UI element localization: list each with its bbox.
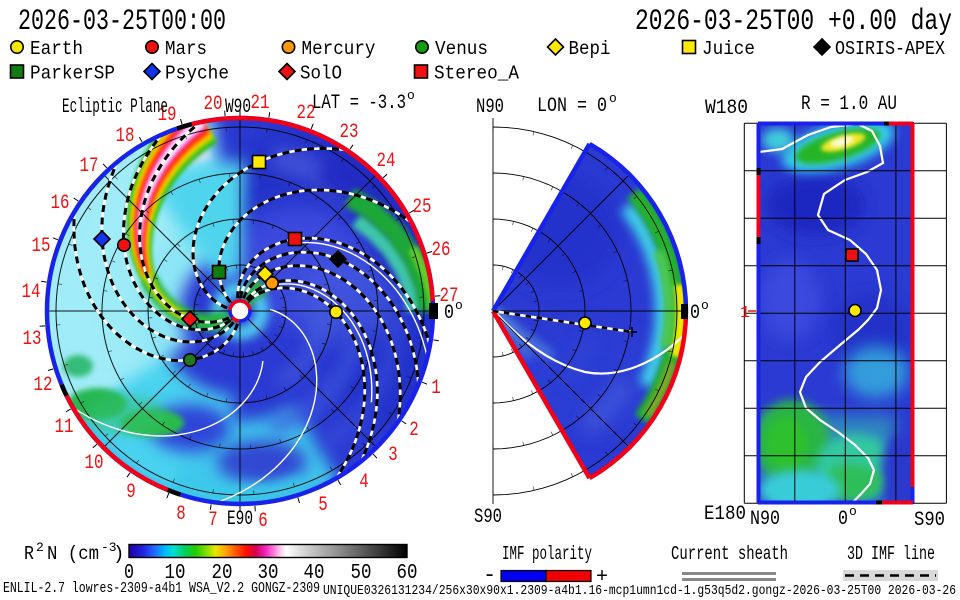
svg-text:S90: S90 [474, 506, 502, 529]
svg-text:3: 3 [388, 444, 398, 467]
svg-text:8: 8 [176, 503, 186, 526]
svg-text:9: 9 [126, 481, 136, 504]
svg-text:10: 10 [85, 452, 104, 475]
svg-text:22: 22 [297, 102, 316, 125]
svg-text:26: 26 [432, 239, 451, 262]
svg-text:Bepi: Bepi [569, 38, 611, 60]
svg-text:o: o [455, 298, 463, 313]
svg-text:Mercury: Mercury [302, 38, 376, 60]
svg-text:2: 2 [409, 419, 419, 442]
svg-text:0: 0 [838, 508, 848, 531]
svg-text:2026-03-25T00 +0.00 day: 2026-03-25T00 +0.00 day [635, 5, 952, 39]
svg-text:0: 0 [690, 302, 700, 325]
svg-text:2: 2 [36, 540, 44, 555]
svg-text:7: 7 [208, 509, 218, 532]
svg-text:S90: S90 [914, 509, 945, 532]
svg-text:R: R [24, 543, 34, 565]
svg-text:4: 4 [359, 471, 369, 494]
svg-text:17: 17 [80, 155, 99, 178]
svg-text:E90: E90 [227, 508, 253, 531]
svg-text:N90: N90 [750, 508, 780, 531]
svg-text:1: 1 [740, 304, 750, 323]
svg-text:N (cm: N (cm [47, 543, 99, 565]
svg-text:5: 5 [318, 494, 328, 517]
svg-text:+: + [596, 566, 608, 589]
svg-text:Psyche: Psyche [165, 63, 229, 85]
svg-text:13: 13 [23, 328, 42, 351]
svg-text:40: 40 [304, 562, 325, 585]
svg-text:o: o [849, 504, 857, 519]
svg-text:-3: -3 [101, 540, 117, 555]
svg-text:Juice: Juice [702, 38, 755, 60]
svg-text:o: o [609, 91, 617, 106]
svg-text:W90: W90 [225, 96, 251, 119]
svg-text:19: 19 [158, 104, 177, 127]
svg-text:20: 20 [212, 562, 233, 585]
svg-text:OSIRIS-APEX: OSIRIS-APEX [835, 38, 946, 60]
svg-text:LON = 0: LON = 0 [537, 95, 607, 118]
svg-text:23: 23 [340, 121, 359, 144]
svg-text:IMF polarity: IMF polarity [502, 543, 592, 565]
svg-text:E180: E180 [704, 503, 746, 526]
svg-text:Current sheath: Current sheath [671, 543, 788, 565]
svg-text:o: o [701, 298, 709, 313]
svg-text:R = 1.0 AU: R = 1.0 AU [801, 93, 897, 116]
svg-text:15: 15 [32, 235, 51, 258]
svg-text:27: 27 [440, 285, 459, 308]
svg-text:21: 21 [251, 92, 270, 115]
svg-text:20: 20 [204, 93, 223, 116]
svg-text:0: 0 [444, 302, 454, 325]
svg-text:N90: N90 [476, 96, 504, 119]
svg-text:30: 30 [258, 562, 279, 585]
svg-text:Stereo_A: Stereo_A [434, 63, 520, 85]
svg-text:24: 24 [377, 150, 396, 173]
svg-text:16: 16 [51, 192, 70, 215]
svg-text:Venus: Venus [435, 38, 488, 60]
svg-text:W180: W180 [705, 97, 748, 120]
svg-text:18: 18 [116, 125, 135, 148]
svg-text:UNIQUE0326131234/256x30x90x1.2: UNIQUE0326131234/256x30x90x1.2309-a4b1.1… [323, 583, 956, 599]
svg-text:Ecliptic Plane: Ecliptic Plane [62, 96, 168, 119]
svg-text:25: 25 [413, 196, 432, 219]
svg-text:LAT = -3.3: LAT = -3.3 [312, 92, 406, 115]
svg-text:): ) [113, 543, 124, 565]
svg-text:-: - [483, 563, 496, 588]
svg-text:Earth: Earth [30, 38, 83, 60]
svg-text:3D IMF line: 3D IMF line [847, 543, 935, 565]
svg-text:ParkerSP: ParkerSP [30, 63, 115, 85]
svg-text:Mars: Mars [165, 38, 207, 60]
svg-text:60: 60 [397, 562, 418, 585]
svg-text:12: 12 [34, 374, 53, 397]
svg-text:6: 6 [258, 510, 268, 533]
svg-text:1: 1 [431, 377, 441, 400]
svg-text:0: 0 [124, 562, 134, 585]
svg-text:14: 14 [22, 281, 41, 304]
svg-text:11: 11 [55, 416, 74, 439]
svg-text:50: 50 [351, 562, 372, 585]
svg-text:10: 10 [165, 562, 186, 585]
svg-text:ENLIL-2.7 lowres-2309-a4b1 WSA: ENLIL-2.7 lowres-2309-a4b1 WSA_V2.2 GONG… [3, 580, 320, 597]
svg-text:2026-03-25T00:00: 2026-03-25T00:00 [18, 5, 226, 39]
svg-text:o: o [407, 88, 415, 103]
svg-text:SolO: SolO [300, 63, 342, 85]
